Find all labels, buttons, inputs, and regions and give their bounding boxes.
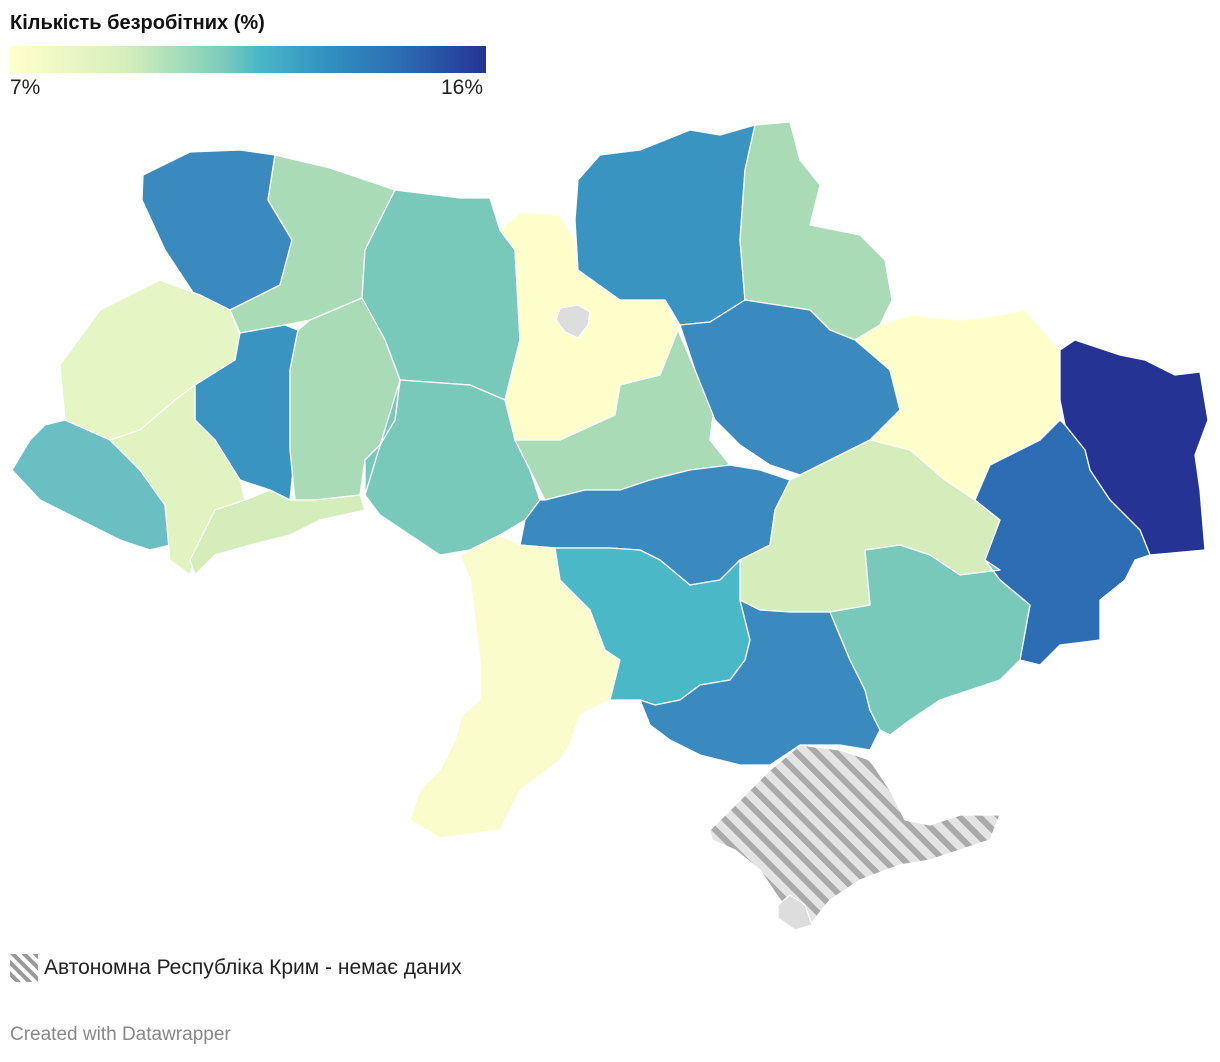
crimea-no-data <box>709 744 1001 926</box>
legend-max-label: 16% <box>441 76 484 99</box>
sevastopol-no-data <box>777 894 813 931</box>
no-data-legend: Автономна Республіка Крим - немає даних <box>10 954 462 982</box>
legend-title: Кількість безробітних (%) <box>10 12 265 34</box>
region-vinnytsia-east[interactable] <box>364 379 401 496</box>
region-kyiv-city[interactable] <box>555 304 591 339</box>
datawrapper-credit[interactable]: Created with Datawrapper <box>10 1024 231 1045</box>
legend-min-label: 7% <box>10 76 41 99</box>
legend-color-scale <box>10 46 486 73</box>
region-chernivtsi[interactable] <box>189 489 366 576</box>
region-zaporizhzhia[interactable] <box>829 544 1031 736</box>
hatch-swatch-icon <box>10 954 38 982</box>
no-data-label: Автономна Республіка Крим - немає даних <box>44 956 462 979</box>
region-sumy[interactable] <box>739 121 893 341</box>
